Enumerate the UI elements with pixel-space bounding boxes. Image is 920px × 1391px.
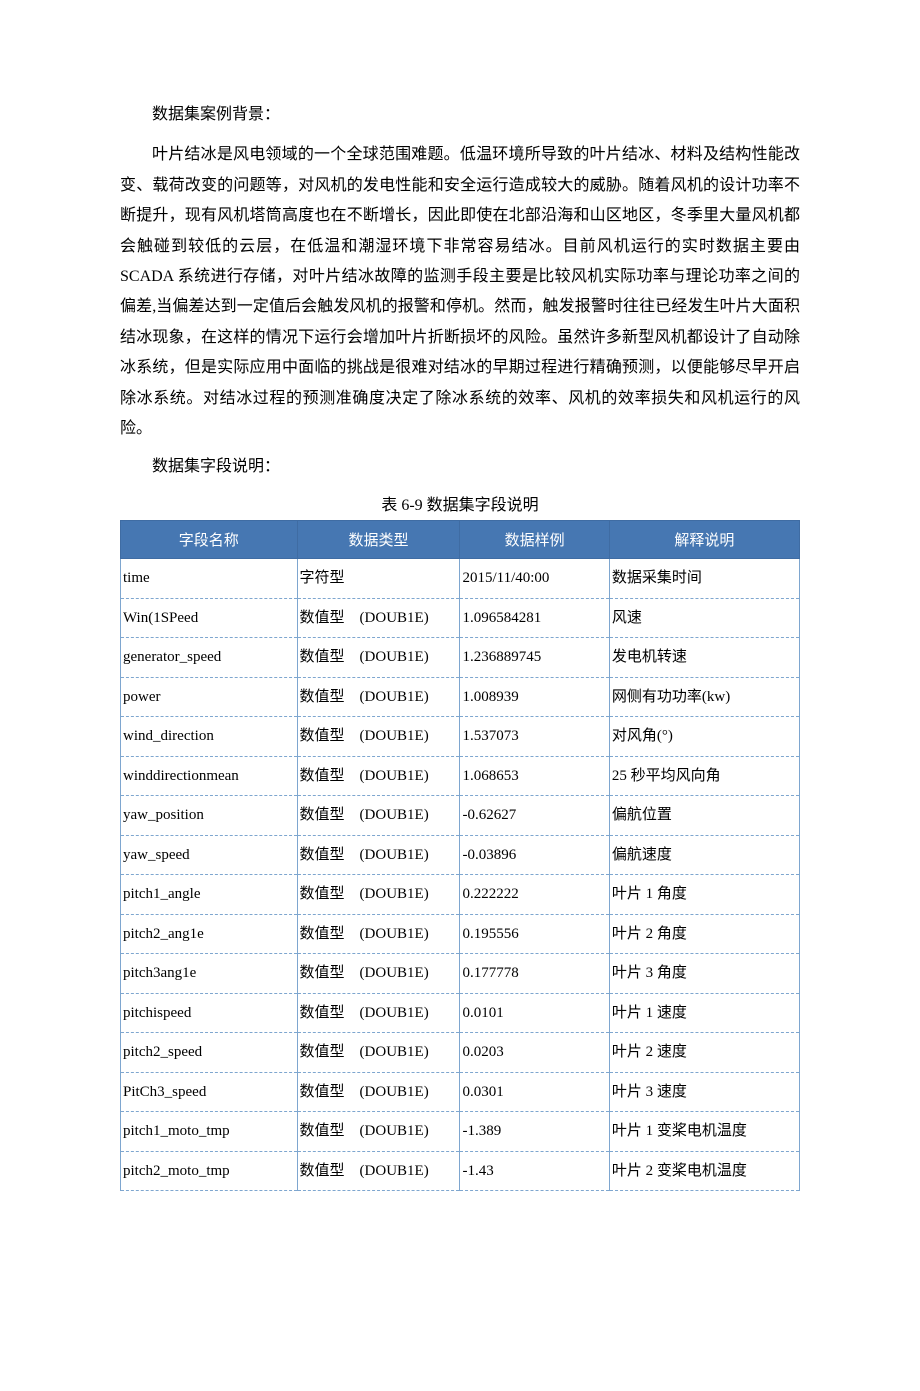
table-caption: 表 6-9 数据集字段说明 <box>120 493 800 519</box>
cell-data-type: 数值型 (DOUB1E) <box>297 598 460 638</box>
section-heading-fields: 数据集字段说明： <box>120 452 800 482</box>
cell-field-name: pitch1_moto_tmp <box>121 1112 298 1152</box>
cell-description: 25 秒平均风向角 <box>609 756 799 796</box>
cell-sample: -0.62627 <box>460 796 609 836</box>
table-header-row: 字段名称 数据类型 数据样例 解释说明 <box>121 521 800 559</box>
cell-description: 叶片 1 速度 <box>609 993 799 1033</box>
cell-description: 叶片 2 变桨电机温度 <box>609 1151 799 1191</box>
col-header-desc: 解释说明 <box>609 521 799 559</box>
cell-field-name: wind_direction <box>121 717 298 757</box>
table-row: time字符型2015/11/40:00数据采集时间 <box>121 559 800 599</box>
table-row: winddirectionmean数值型 (DOUB1E)1.06865325 … <box>121 756 800 796</box>
cell-field-name: winddirectionmean <box>121 756 298 796</box>
col-header-sample: 数据样例 <box>460 521 609 559</box>
cell-sample: 1.537073 <box>460 717 609 757</box>
col-header-type: 数据类型 <box>297 521 460 559</box>
cell-data-type: 数值型 (DOUB1E) <box>297 1112 460 1152</box>
cell-field-name: pitch2_moto_tmp <box>121 1151 298 1191</box>
table-row: wind_direction数值型 (DOUB1E)1.537073对风角(°) <box>121 717 800 757</box>
cell-description: 发电机转速 <box>609 638 799 678</box>
cell-data-type: 数值型 (DOUB1E) <box>297 1033 460 1073</box>
cell-sample: 0.0203 <box>460 1033 609 1073</box>
cell-description: 叶片 1 角度 <box>609 875 799 915</box>
cell-data-type: 数值型 (DOUB1E) <box>297 638 460 678</box>
cell-field-name: yaw_position <box>121 796 298 836</box>
cell-sample: 1.096584281 <box>460 598 609 638</box>
cell-sample: 1.008939 <box>460 677 609 717</box>
cell-description: 叶片 2 速度 <box>609 1033 799 1073</box>
table-row: generator_speed数值型 (DOUB1E)1.236889745发电… <box>121 638 800 678</box>
cell-description: 网侧有功功率(kw) <box>609 677 799 717</box>
cell-sample: -1.389 <box>460 1112 609 1152</box>
cell-data-type: 数值型 (DOUB1E) <box>297 1151 460 1191</box>
document-page: 数据集案例背景： 叶片结冰是风电领域的一个全球范围难题。低温环境所导致的叶片结冰… <box>0 0 920 1391</box>
cell-data-type: 数值型 (DOUB1E) <box>297 1072 460 1112</box>
cell-data-type: 数值型 (DOUB1E) <box>297 914 460 954</box>
cell-description: 偏航速度 <box>609 835 799 875</box>
cell-description: 偏航位置 <box>609 796 799 836</box>
cell-field-name: yaw_speed <box>121 835 298 875</box>
col-header-name: 字段名称 <box>121 521 298 559</box>
table-row: pitch3ang1e数值型 (DOUB1E)0.177778叶片 3 角度 <box>121 954 800 994</box>
cell-sample: 1.236889745 <box>460 638 609 678</box>
table-row: pitch1_angle数值型 (DOUB1E)0.222222叶片 1 角度 <box>121 875 800 915</box>
cell-sample: 0.0301 <box>460 1072 609 1112</box>
cell-description: 叶片 2 角度 <box>609 914 799 954</box>
cell-sample: -1.43 <box>460 1151 609 1191</box>
cell-sample: -0.03896 <box>460 835 609 875</box>
cell-data-type: 数值型 (DOUB1E) <box>297 677 460 717</box>
section-heading-background: 数据集案例背景： <box>120 100 800 130</box>
cell-data-type: 数值型 (DOUB1E) <box>297 954 460 994</box>
cell-field-name: PitCh3_speed <box>121 1072 298 1112</box>
table-row: power数值型 (DOUB1E)1.008939网侧有功功率(kw) <box>121 677 800 717</box>
cell-sample: 0.177778 <box>460 954 609 994</box>
cell-description: 数据采集时间 <box>609 559 799 599</box>
table-row: pitch1_moto_tmp数值型 (DOUB1E)-1.389叶片 1 变桨… <box>121 1112 800 1152</box>
table-row: yaw_position数值型 (DOUB1E)-0.62627偏航位置 <box>121 796 800 836</box>
table-row: pitch2_speed数值型 (DOUB1E)0.0203叶片 2 速度 <box>121 1033 800 1073</box>
table-row: PitCh3_speed数值型 (DOUB1E)0.0301叶片 3 速度 <box>121 1072 800 1112</box>
field-table: 字段名称 数据类型 数据样例 解释说明 time字符型2015/11/40:00… <box>120 520 800 1191</box>
cell-description: 叶片 3 速度 <box>609 1072 799 1112</box>
cell-sample: 1.068653 <box>460 756 609 796</box>
cell-description: 对风角(°) <box>609 717 799 757</box>
cell-data-type: 数值型 (DOUB1E) <box>297 875 460 915</box>
cell-field-name: pitch3ang1e <box>121 954 298 994</box>
cell-sample: 0.195556 <box>460 914 609 954</box>
table-row: pitchispeed数值型 (DOUB1E)0.0101叶片 1 速度 <box>121 993 800 1033</box>
cell-field-name: Win(1SPeed <box>121 598 298 638</box>
cell-description: 叶片 1 变桨电机温度 <box>609 1112 799 1152</box>
table-row: yaw_speed数值型 (DOUB1E)-0.03896偏航速度 <box>121 835 800 875</box>
cell-field-name: power <box>121 677 298 717</box>
table-row: pitch2_ang1e数值型 (DOUB1E)0.195556叶片 2 角度 <box>121 914 800 954</box>
cell-field-name: pitchispeed <box>121 993 298 1033</box>
cell-sample: 0.0101 <box>460 993 609 1033</box>
table-row: Win(1SPeed数值型 (DOUB1E)1.096584281风速 <box>121 598 800 638</box>
cell-field-name: pitch2_ang1e <box>121 914 298 954</box>
table-row: pitch2_moto_tmp数值型 (DOUB1E)-1.43叶片 2 变桨电… <box>121 1151 800 1191</box>
cell-description: 叶片 3 角度 <box>609 954 799 994</box>
cell-field-name: generator_speed <box>121 638 298 678</box>
cell-data-type: 数值型 (DOUB1E) <box>297 796 460 836</box>
cell-data-type: 数值型 (DOUB1E) <box>297 756 460 796</box>
cell-data-type: 字符型 <box>297 559 460 599</box>
cell-data-type: 数值型 (DOUB1E) <box>297 717 460 757</box>
cell-field-name: pitch2_speed <box>121 1033 298 1073</box>
cell-data-type: 数值型 (DOUB1E) <box>297 835 460 875</box>
background-paragraph: 叶片结冰是风电领域的一个全球范围难题。低温环境所导致的叶片结冰、材料及结构性能改… <box>120 140 800 444</box>
table-body: time字符型2015/11/40:00数据采集时间Win(1SPeed数值型 … <box>121 559 800 1191</box>
cell-description: 风速 <box>609 598 799 638</box>
cell-sample: 2015/11/40:00 <box>460 559 609 599</box>
cell-field-name: time <box>121 559 298 599</box>
cell-data-type: 数值型 (DOUB1E) <box>297 993 460 1033</box>
cell-sample: 0.222222 <box>460 875 609 915</box>
cell-field-name: pitch1_angle <box>121 875 298 915</box>
